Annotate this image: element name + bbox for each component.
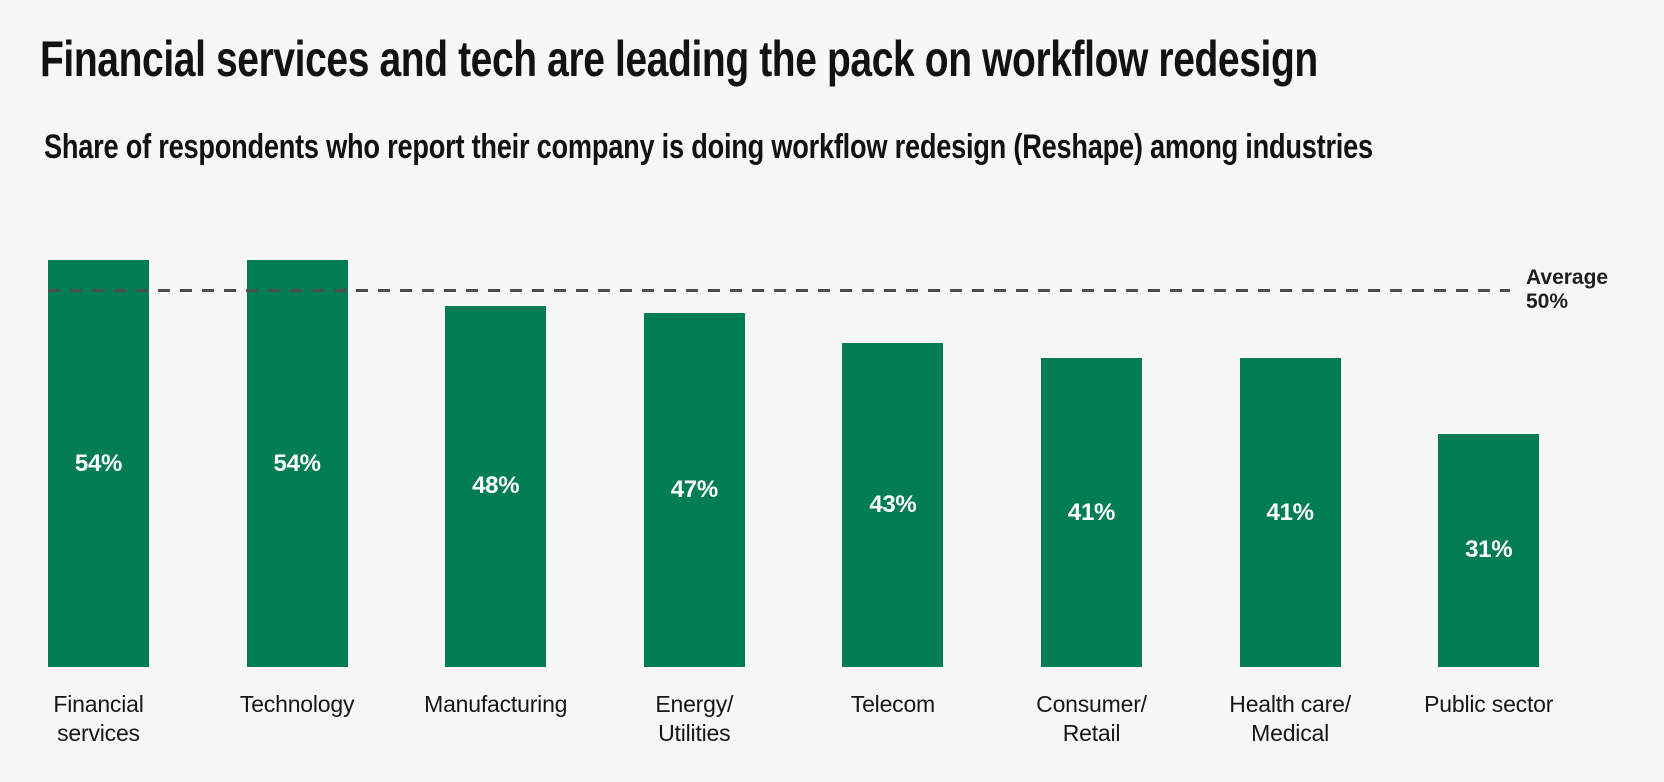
bar-category-label: Technology (239, 691, 355, 717)
bar-category-label: Health care/Medical (1229, 691, 1351, 746)
bar-category-label: Financial services (53, 691, 144, 746)
bar-category-label: Energy/Utilities (655, 691, 734, 746)
bar-value-label: 47% (670, 476, 718, 504)
bar-value-label: 41% (1067, 498, 1116, 526)
bar: 31% (1438, 433, 1540, 667)
bar: 41% (1041, 358, 1142, 667)
bar-category-label: Public sector (1424, 691, 1554, 717)
bar-category-label: Manufacturing (424, 691, 568, 717)
bar: 48% (445, 305, 547, 667)
chart-title: Financial services and tech are leading … (40, 31, 1318, 87)
bar: 54% (246, 260, 348, 667)
bar-value-label: 41% (1266, 498, 1314, 526)
average-label: Average 50% (1526, 266, 1608, 314)
bar-value-label: 31% (1465, 536, 1513, 564)
bar-value-label: 43% (869, 491, 917, 519)
bar: 54% (48, 260, 149, 667)
bar: 47% (643, 313, 745, 667)
bar-category-label: Consumer/Retail (1036, 691, 1147, 746)
average-label-value: 50% (1526, 290, 1569, 313)
average-label-text: Average (1526, 266, 1609, 289)
bar: 43% (842, 343, 944, 667)
bar: 41% (1239, 358, 1341, 667)
bar-category-label: Telecom (850, 691, 936, 717)
bar-value-label: 54% (273, 449, 321, 477)
chart-subtitle: Share of respondents who report their co… (44, 128, 1373, 166)
bar-value-label: 54% (74, 449, 123, 477)
bar-value-label: 48% (472, 472, 520, 500)
average-line (48, 289, 1510, 292)
